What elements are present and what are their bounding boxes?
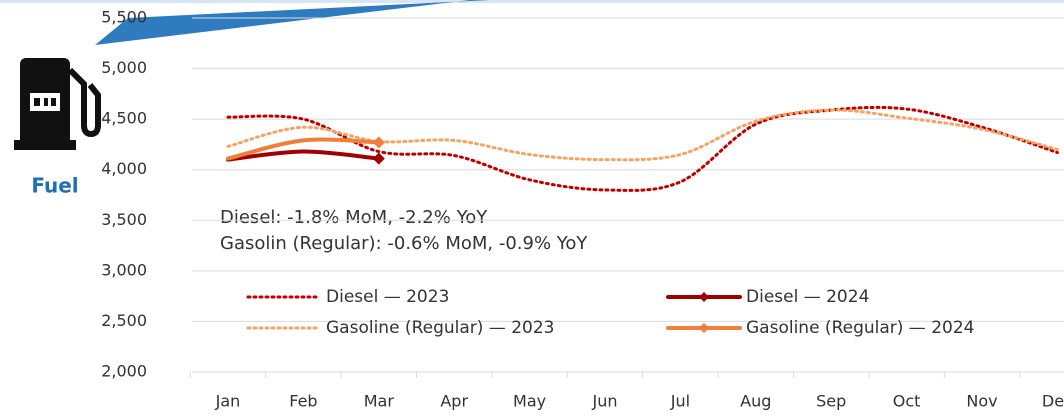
x-tick-label: Jul bbox=[670, 392, 690, 411]
legend-label: Gasoline (Regular) — 2024 bbox=[746, 318, 974, 338]
y-tick-label: 3,000 bbox=[101, 260, 147, 279]
x-tick-label: Dec bbox=[1042, 392, 1064, 411]
y-tick-label: 2,500 bbox=[101, 311, 147, 330]
legend-label: Diesel — 2023 bbox=[326, 287, 449, 307]
x-tick-label: Aug bbox=[740, 392, 771, 411]
annotation: Gasolin (Regular): -0.6% MoM, -0.9% YoY bbox=[220, 233, 588, 254]
x-tick-label: Nov bbox=[966, 392, 997, 411]
y-tick-label: 4,000 bbox=[101, 159, 147, 178]
series-line bbox=[226, 105, 1059, 192]
y-tick-label: 3,500 bbox=[101, 210, 147, 229]
sidebar-label: Fuel bbox=[31, 174, 78, 198]
x-tick-label: May bbox=[513, 392, 546, 411]
marker bbox=[372, 136, 385, 149]
x-tick-label: Jan bbox=[215, 392, 241, 411]
top-bar bbox=[0, 0, 1064, 3]
series-line bbox=[226, 108, 1059, 162]
decor-wedge bbox=[95, 0, 490, 45]
legend-label: Gasoline (Regular) — 2023 bbox=[326, 318, 554, 338]
x-tick-label: Sep bbox=[816, 392, 846, 411]
legend-label: Diesel — 2024 bbox=[746, 287, 869, 307]
legend-marker bbox=[699, 323, 709, 333]
x-tick-label: Feb bbox=[289, 392, 317, 411]
series-line bbox=[226, 149, 381, 162]
marker bbox=[372, 152, 385, 165]
series-line bbox=[226, 137, 381, 161]
fuel-icon bbox=[14, 58, 101, 150]
y-tick-label: 2,000 bbox=[101, 362, 147, 381]
y-tick-label: 5,000 bbox=[101, 58, 147, 77]
y-tick-label: 4,500 bbox=[101, 109, 147, 128]
x-tick-label: Jun bbox=[592, 392, 618, 411]
x-tick-label: Mar bbox=[364, 392, 395, 411]
x-tick-label: Oct bbox=[893, 392, 921, 411]
y-tick-label: 5,500 bbox=[101, 8, 147, 27]
legend-marker bbox=[699, 292, 709, 302]
x-tick-label: Apr bbox=[440, 392, 468, 411]
annotation: Diesel: -1.8% MoM, -2.2% YoY bbox=[220, 207, 488, 228]
